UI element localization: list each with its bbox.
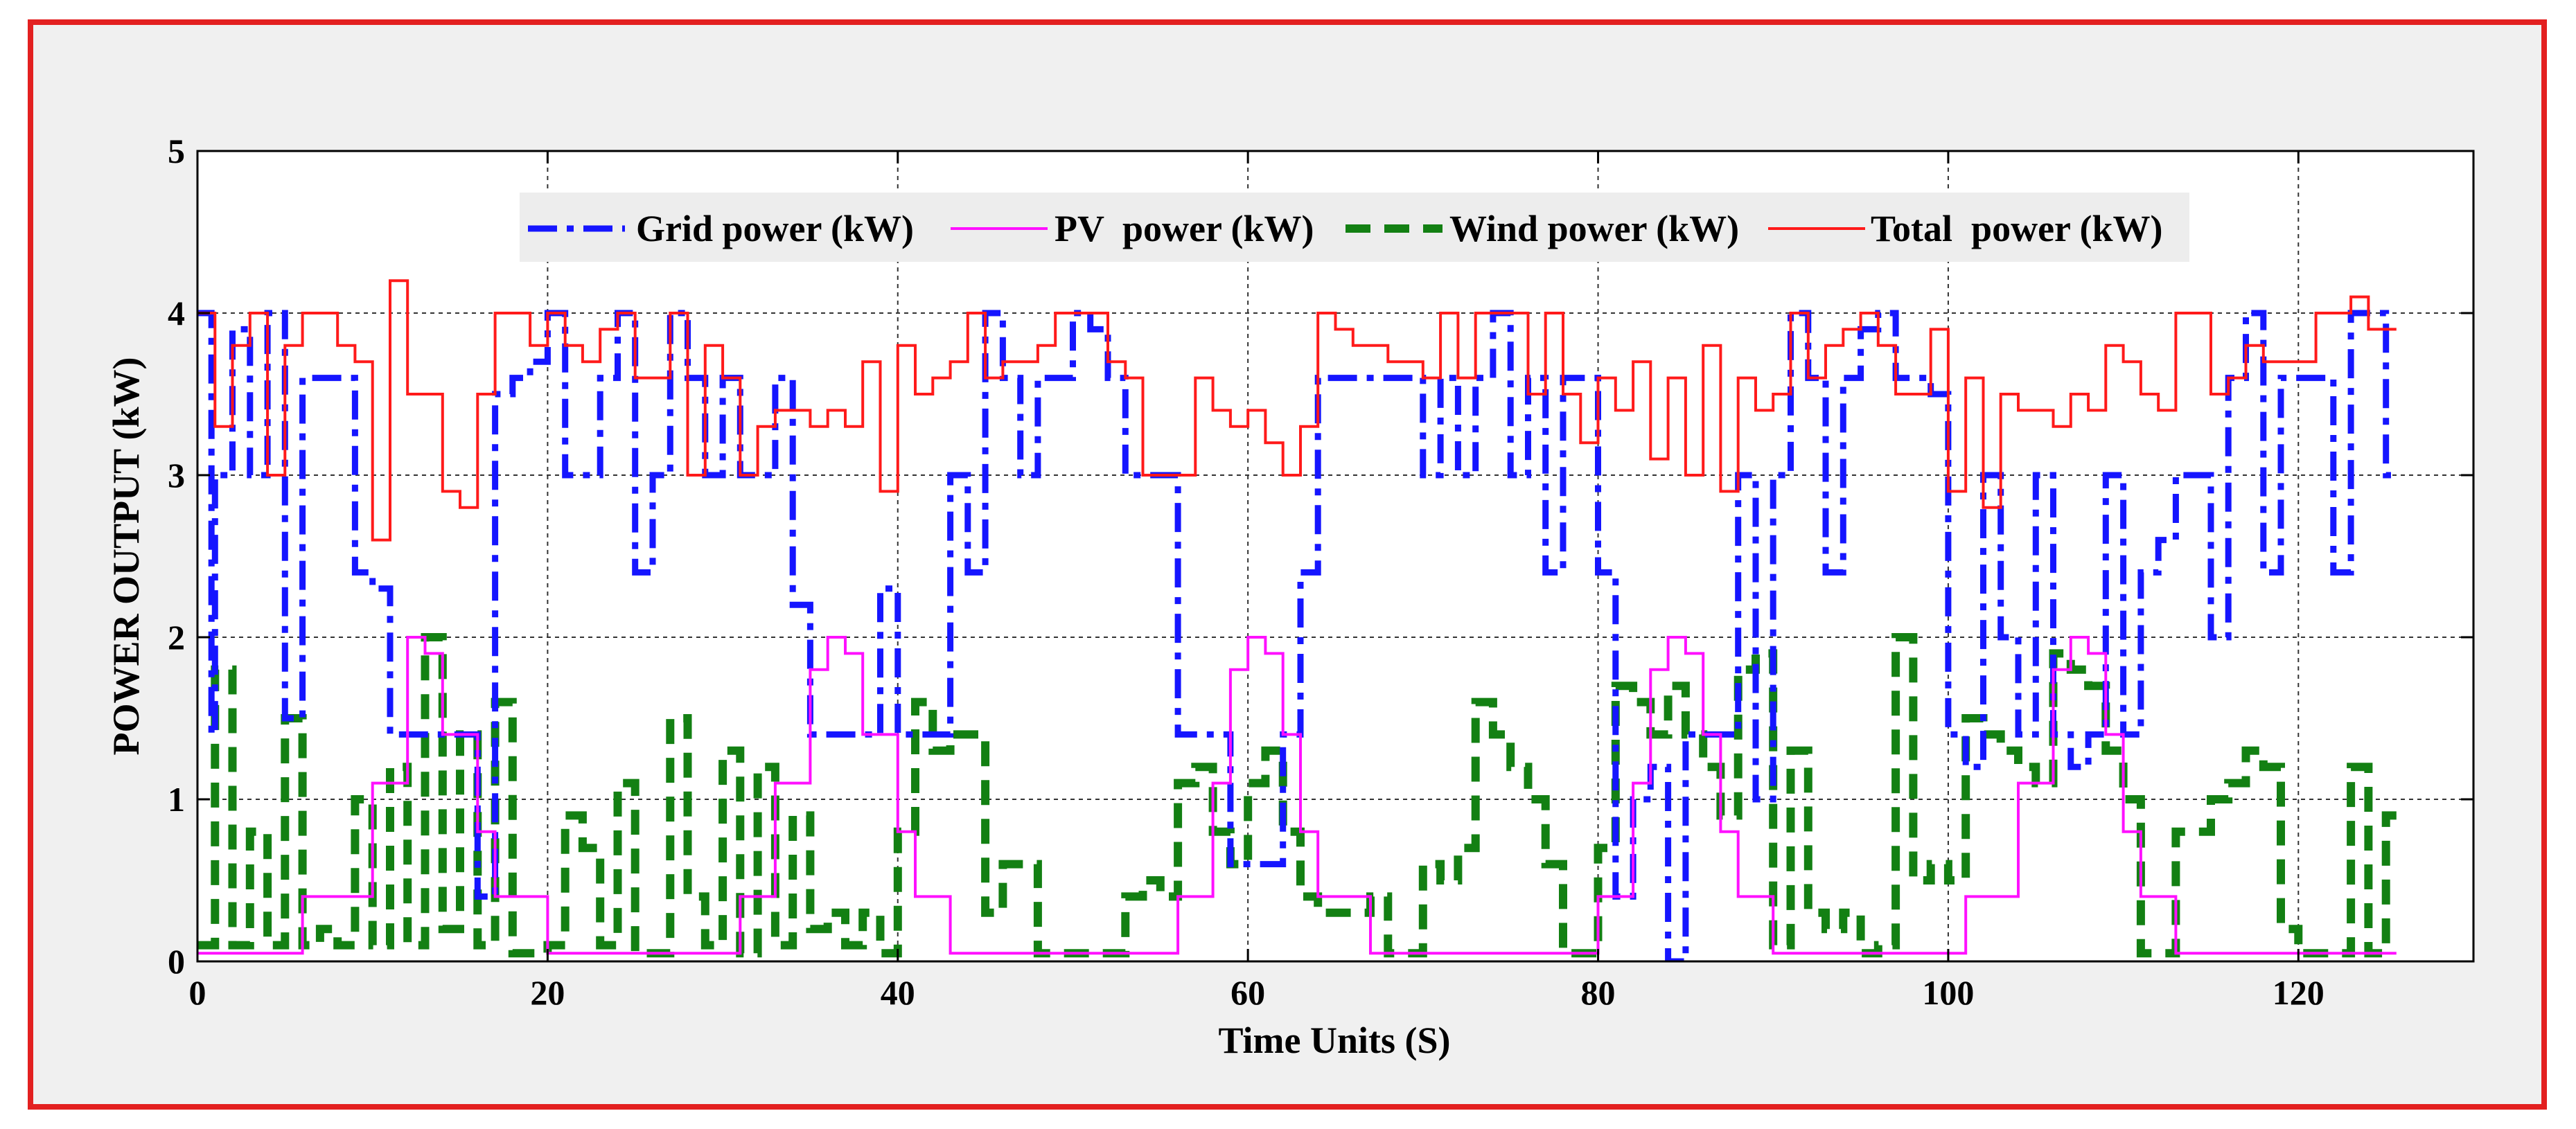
series-layer xyxy=(197,279,2397,961)
y-tick-label: 0 xyxy=(168,942,185,981)
x-axis-label: Time Units (S) xyxy=(1218,1020,1450,1061)
x-tick-label: 120 xyxy=(2273,973,2324,1012)
legend: Grid power (kW) PV power (kW) Wind power (… xyxy=(520,193,2189,262)
x-tick-label: 20 xyxy=(530,973,565,1012)
axis-ticks xyxy=(196,150,2473,963)
y-axis-label: POWER OUTPUT (kW) xyxy=(105,357,147,755)
legend-label-3: Total power (kW) xyxy=(1871,208,2163,249)
x-tick-label: 100 xyxy=(1922,973,1974,1012)
x-tick-label: 0 xyxy=(189,973,206,1012)
y-tick-label: 2 xyxy=(168,618,185,657)
y-tick-label: 1 xyxy=(168,780,185,819)
plot-border xyxy=(196,150,2475,963)
legend-label-0: Grid power (kW) xyxy=(636,208,914,249)
y-tick-label: 4 xyxy=(168,294,185,332)
x-tick-label: 60 xyxy=(1230,973,1265,1012)
series-line-2 xyxy=(197,633,2397,958)
plot-area xyxy=(197,151,2473,961)
tick-labels: 0 20 40 60 80 100 120 0 1 2 3 4 5 xyxy=(168,132,2324,1012)
legend-label-1: PV power (kW) xyxy=(1055,208,1314,249)
y-tick-label: 3 xyxy=(168,456,185,495)
x-tick-label: 40 xyxy=(881,973,915,1012)
x-tick-label: 80 xyxy=(1581,973,1616,1012)
y-tick-label: 5 xyxy=(168,132,185,170)
series-line-3 xyxy=(197,279,2397,542)
series-line-1 xyxy=(197,636,2397,955)
legend-label-2: Wind power (kW) xyxy=(1449,208,1739,249)
